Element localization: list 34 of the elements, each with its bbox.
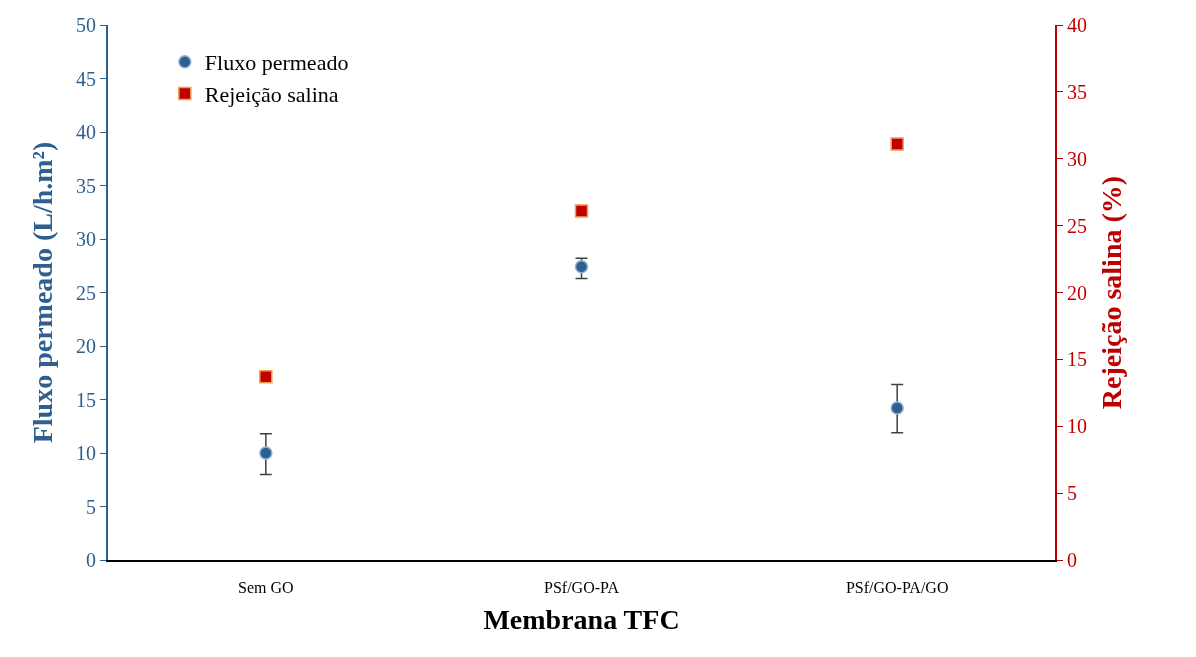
x-tick-label: PSf/GO-PA/GO	[845, 579, 949, 597]
y-tick-label: 25	[76, 281, 96, 304]
point	[890, 401, 904, 415]
legend-label: Rejeição salina	[204, 82, 339, 108]
y-tick-label: 5	[86, 495, 96, 518]
y-tick-label: 40	[76, 121, 96, 143]
y-tick-label: 20	[76, 335, 96, 357]
y2-tick-label: 0	[1067, 549, 1077, 571]
y-tick-label: 10	[76, 442, 96, 464]
y-tick-label: 15	[76, 388, 96, 411]
y2-tick-label: 30	[1067, 147, 1087, 170]
legend-label: Fluxo permeado	[204, 50, 349, 76]
y2-tick-label: 15	[1067, 348, 1087, 371]
y2-tick-label: 20	[1067, 281, 1087, 304]
y2-tick-label: 5	[1067, 482, 1077, 505]
point	[259, 370, 273, 384]
x-tick-label: Sem GO	[238, 579, 294, 597]
y2-tick-label: 25	[1067, 214, 1087, 237]
point	[574, 260, 589, 274]
y-axis-title: Fluxo permeado (L/h.m²)	[27, 141, 59, 444]
point	[890, 137, 904, 151]
y2-tick-label: 10	[1067, 415, 1087, 438]
y-tick-label: 30	[76, 228, 96, 250]
y2-tick-label: 35	[1067, 80, 1087, 103]
y-tick-label: 45	[76, 67, 96, 90]
y-tick-label: 35	[76, 174, 96, 197]
y2-tick-label: 40	[1067, 14, 1087, 36]
point	[574, 204, 589, 218]
x-axis-title: Membrana TFC	[483, 603, 680, 635]
y-tick-label: 0	[86, 549, 96, 571]
x-tick-label: PSf/GO-PA	[544, 579, 620, 597]
y-tick-label: 50	[76, 14, 96, 36]
y2-axis-title: Rejeição salina (%)	[1095, 175, 1127, 410]
point	[259, 446, 273, 460]
